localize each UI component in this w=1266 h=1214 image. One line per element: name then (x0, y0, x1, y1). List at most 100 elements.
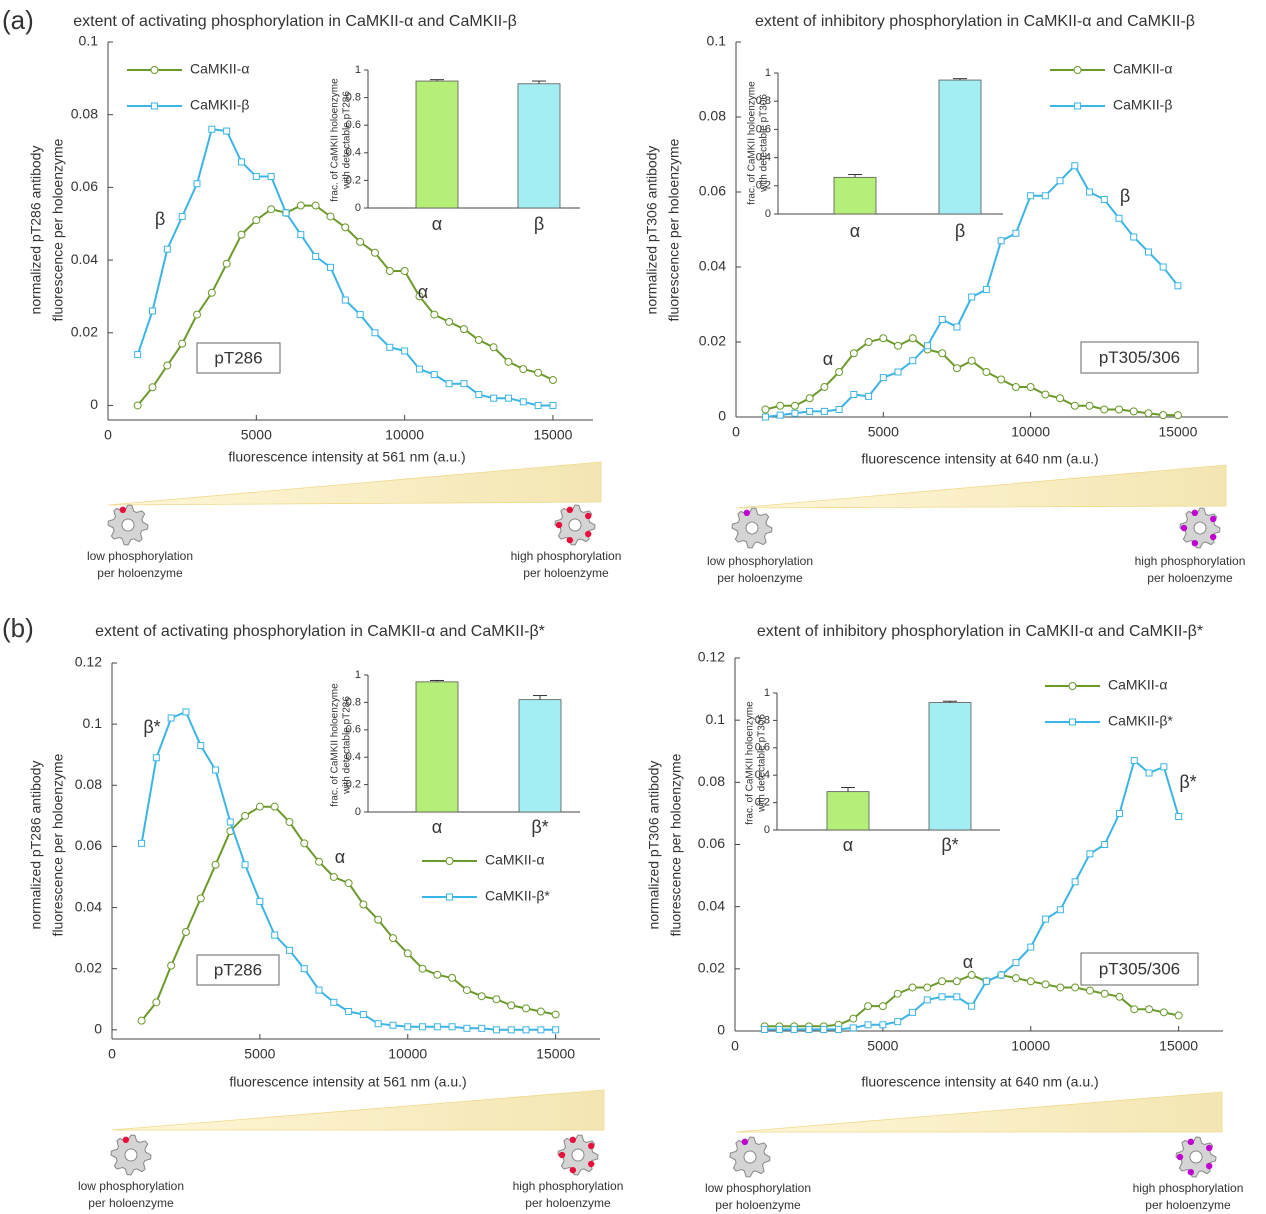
series-line (138, 206, 553, 406)
marker (375, 1021, 381, 1027)
phospho-dot (556, 522, 562, 528)
marker (983, 978, 989, 984)
marker (1028, 944, 1034, 950)
marker (371, 249, 378, 256)
marker (983, 287, 989, 293)
marker (272, 932, 278, 938)
marker (153, 999, 160, 1006)
marker (1057, 984, 1064, 991)
legend-marker (446, 858, 453, 865)
marker (193, 311, 200, 318)
y-tick-label: 0.02 (699, 333, 726, 349)
x-tick-label: 15000 (1159, 1038, 1198, 1054)
marker (227, 819, 233, 825)
inset-y-tick-label: 0 (765, 208, 771, 220)
phospho-dot (570, 1167, 576, 1173)
marker (386, 267, 393, 274)
x-tick-label: 5000 (867, 1038, 898, 1054)
marker (476, 392, 482, 398)
y-axis-label: normalized pT286 antibody (28, 761, 44, 930)
marker (1013, 960, 1019, 966)
marker (301, 840, 308, 847)
gear-hub (572, 1149, 584, 1161)
inset-x-tick-label: β (534, 214, 544, 234)
marker (342, 297, 348, 303)
marker (939, 978, 946, 985)
marker (998, 972, 1004, 978)
phospho-dot (1192, 540, 1198, 546)
legend-label: CaMKII-β (190, 97, 249, 113)
marker (286, 947, 292, 953)
phospho-dot (1181, 525, 1187, 531)
marker (463, 987, 470, 994)
marker (535, 402, 541, 408)
marker (183, 709, 189, 715)
marker (880, 335, 887, 342)
marker (268, 206, 275, 213)
scale-label: per holoenzyme (1147, 571, 1233, 585)
gear-hub (569, 519, 581, 531)
inset-x-tick-label: α (843, 835, 853, 855)
marker (401, 267, 408, 274)
marker (135, 352, 141, 358)
annotation: β* (143, 717, 160, 737)
annotation: α (335, 847, 345, 867)
marker (446, 381, 452, 387)
marker (821, 384, 828, 391)
scale-label: high phosphorylation (1133, 1181, 1244, 1195)
y-tick-label: 0.08 (71, 105, 98, 121)
gear-hub (746, 522, 758, 534)
marker (253, 217, 260, 224)
marker (179, 340, 186, 347)
gear-hub (1190, 1151, 1202, 1163)
marker (1145, 249, 1151, 255)
marker (1087, 189, 1093, 195)
inset-y-tick-label: 1 (355, 669, 361, 681)
x-tick-label: 15000 (1158, 424, 1197, 440)
marker (910, 358, 916, 364)
annotation: α (823, 349, 833, 369)
marker (1087, 851, 1093, 857)
marker (1116, 810, 1122, 816)
marker (508, 1027, 514, 1033)
label-box-text: pT286 (214, 960, 262, 979)
marker (762, 406, 769, 413)
marker (1115, 406, 1122, 413)
scale-label: per holoenzyme (1145, 1198, 1231, 1212)
phospho-dot (1188, 1169, 1194, 1175)
inset-y-tick-label: 1 (764, 687, 770, 699)
inset-x-tick-label: β* (941, 835, 958, 855)
scale-label: low phosphorylation (705, 1181, 811, 1195)
y-axis-label: normalized pT306 antibody (646, 761, 662, 930)
y-tick-label: 0.06 (699, 183, 726, 199)
marker (213, 767, 219, 773)
marker (493, 996, 500, 1003)
marker (198, 743, 204, 749)
marker (416, 366, 422, 372)
inset-y-label: with detectable pT306 (757, 714, 768, 813)
marker (791, 1026, 797, 1032)
marker (286, 818, 293, 825)
x-tick-label: 10000 (388, 1046, 427, 1062)
marker (880, 375, 886, 381)
marker (257, 898, 263, 904)
phospho-dot (123, 1137, 129, 1143)
x-tick-label: 0 (731, 1038, 739, 1054)
marker (998, 238, 1004, 244)
y-tick-label: 0 (717, 1022, 725, 1038)
panel-label: (a) (2, 5, 34, 35)
marker (253, 173, 259, 179)
marker (268, 173, 274, 179)
bar (929, 703, 971, 830)
marker (520, 366, 527, 373)
marker (1102, 842, 1108, 848)
y-tick-label: 0.1 (706, 711, 726, 727)
marker (505, 395, 511, 401)
marker (836, 1026, 842, 1032)
marker (313, 253, 319, 259)
marker (153, 755, 159, 761)
inset-y-label: with detectable pT286 (342, 91, 353, 190)
y-tick-label: 0.08 (699, 108, 726, 124)
marker (895, 342, 902, 349)
marker (1057, 395, 1064, 402)
